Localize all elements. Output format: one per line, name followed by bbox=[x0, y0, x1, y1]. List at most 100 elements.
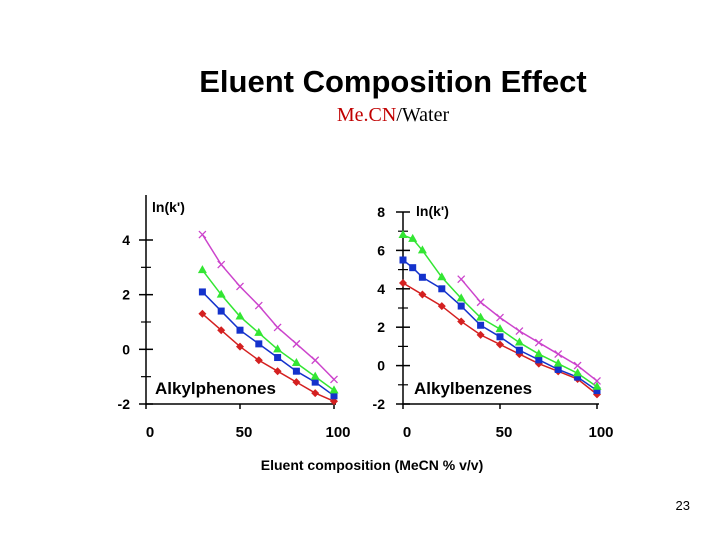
data-point-square bbox=[515, 346, 523, 354]
data-point-square bbox=[418, 273, 426, 281]
data-point-triangle bbox=[310, 371, 320, 380]
y-tick-label: 4 bbox=[377, 281, 385, 297]
data-point-cross bbox=[515, 327, 524, 335]
data-point-triangle bbox=[329, 385, 339, 394]
data-point-triangle bbox=[476, 312, 486, 321]
data-point-triangle bbox=[398, 230, 408, 239]
data-point-cross bbox=[554, 350, 563, 359]
cross-stroke bbox=[515, 327, 524, 335]
cross-stroke bbox=[292, 339, 301, 348]
subtitle-separator: / bbox=[396, 104, 402, 126]
data-point-diamond bbox=[399, 279, 407, 288]
data-point-diamond bbox=[418, 290, 427, 299]
y-tick-label: -2 bbox=[118, 396, 131, 412]
data-point-cross bbox=[236, 282, 244, 291]
data-point-cross bbox=[476, 298, 485, 307]
data-point-cross bbox=[254, 301, 263, 310]
cross-stroke bbox=[311, 356, 320, 365]
data-point-triangle bbox=[291, 358, 301, 366]
y-tick-label: 6 bbox=[377, 242, 385, 258]
y-axis-label: ln(k') bbox=[152, 199, 185, 215]
data-point-square bbox=[236, 326, 244, 334]
y-tick-label: 4 bbox=[122, 232, 130, 248]
cross-stroke bbox=[476, 298, 485, 307]
data-point-triangle bbox=[573, 368, 583, 377]
cross-stroke bbox=[273, 323, 282, 332]
data-point-cross bbox=[198, 230, 207, 239]
data-point-diamond bbox=[273, 367, 282, 376]
data-point-diamond bbox=[437, 302, 446, 311]
cross-stroke bbox=[198, 230, 207, 239]
y-axis-label: ln(k') bbox=[416, 203, 449, 219]
data-point-square bbox=[292, 367, 300, 375]
data-point-cross bbox=[217, 260, 226, 269]
data-point-diamond bbox=[198, 309, 207, 318]
x-tick-label: 100 bbox=[588, 424, 613, 441]
cross-stroke bbox=[554, 350, 563, 359]
data-point-cross bbox=[496, 313, 504, 322]
slide-subtitle: Me.CN/Water bbox=[0, 104, 720, 127]
data-point-triangle bbox=[437, 272, 447, 281]
series-line-green bbox=[201, 269, 335, 391]
cross-stroke bbox=[496, 313, 504, 322]
x-tick-label: 0 bbox=[403, 424, 411, 441]
subtitle-water: Water bbox=[401, 104, 450, 126]
cross-stroke bbox=[330, 375, 338, 384]
data-point-cross bbox=[330, 375, 338, 384]
chart-alkylphenones: -2 0 2 4 0 50 100 ln(k') Alkylphenones bbox=[118, 195, 351, 441]
cross-stroke bbox=[254, 301, 263, 310]
data-point-diamond bbox=[476, 330, 485, 339]
data-point-square bbox=[477, 321, 485, 329]
data-point-square bbox=[217, 307, 225, 315]
data-point-square bbox=[593, 387, 601, 395]
data-point-cross bbox=[457, 275, 466, 284]
data-point-square bbox=[255, 340, 263, 348]
data-point-triangle bbox=[216, 289, 226, 298]
data-point-triangle bbox=[197, 265, 207, 274]
y-tick-label: 8 bbox=[377, 204, 385, 220]
data-point-cross bbox=[292, 339, 301, 348]
cross-stroke bbox=[534, 338, 543, 347]
data-point-triangle bbox=[534, 349, 544, 358]
data-point-square bbox=[274, 354, 282, 362]
data-point-square bbox=[438, 285, 446, 293]
data-point-cross bbox=[273, 323, 282, 332]
x-tick-label: 50 bbox=[496, 424, 513, 441]
data-point-square bbox=[409, 264, 417, 272]
cross-stroke bbox=[236, 282, 244, 291]
chart-title: Alkylphenones bbox=[155, 379, 276, 398]
data-point-triangle bbox=[514, 337, 524, 346]
data-point-square bbox=[311, 378, 319, 386]
y-tick-label: 0 bbox=[377, 358, 385, 374]
x-axis-label: Eluent composition (MeCN % v/v) bbox=[261, 457, 483, 473]
y-tick-label: 0 bbox=[122, 341, 130, 357]
data-point-square bbox=[457, 302, 465, 310]
series-line-red bbox=[201, 313, 335, 402]
x-tick-label: 0 bbox=[146, 424, 154, 441]
x-tick-label: 50 bbox=[236, 424, 253, 441]
data-point-diamond bbox=[217, 326, 226, 335]
data-point-cross bbox=[311, 356, 320, 365]
data-point-triangle bbox=[456, 293, 466, 302]
chart-title: Alkylbenzenes bbox=[414, 379, 532, 398]
subtitle-solvent: Me.CN bbox=[336, 104, 397, 126]
data-point-diamond bbox=[457, 317, 466, 326]
data-point-triangle bbox=[417, 245, 427, 254]
data-point-diamond bbox=[254, 356, 263, 365]
cross-stroke bbox=[573, 361, 582, 370]
data-point-triangle bbox=[235, 311, 245, 320]
data-point-diamond bbox=[292, 378, 301, 387]
data-point-square bbox=[574, 373, 582, 381]
x-tick-label: 100 bbox=[325, 424, 350, 441]
data-point-diamond bbox=[311, 389, 320, 398]
data-point-triangle bbox=[495, 324, 505, 333]
data-point-square bbox=[330, 392, 338, 400]
data-point-square bbox=[554, 365, 562, 373]
data-point-square bbox=[496, 333, 504, 341]
series-line-green bbox=[402, 234, 598, 388]
y-tick-label: 2 bbox=[377, 319, 385, 335]
cross-stroke bbox=[217, 260, 226, 269]
y-tick-label: 2 bbox=[122, 287, 130, 303]
data-point-triangle bbox=[553, 358, 563, 367]
